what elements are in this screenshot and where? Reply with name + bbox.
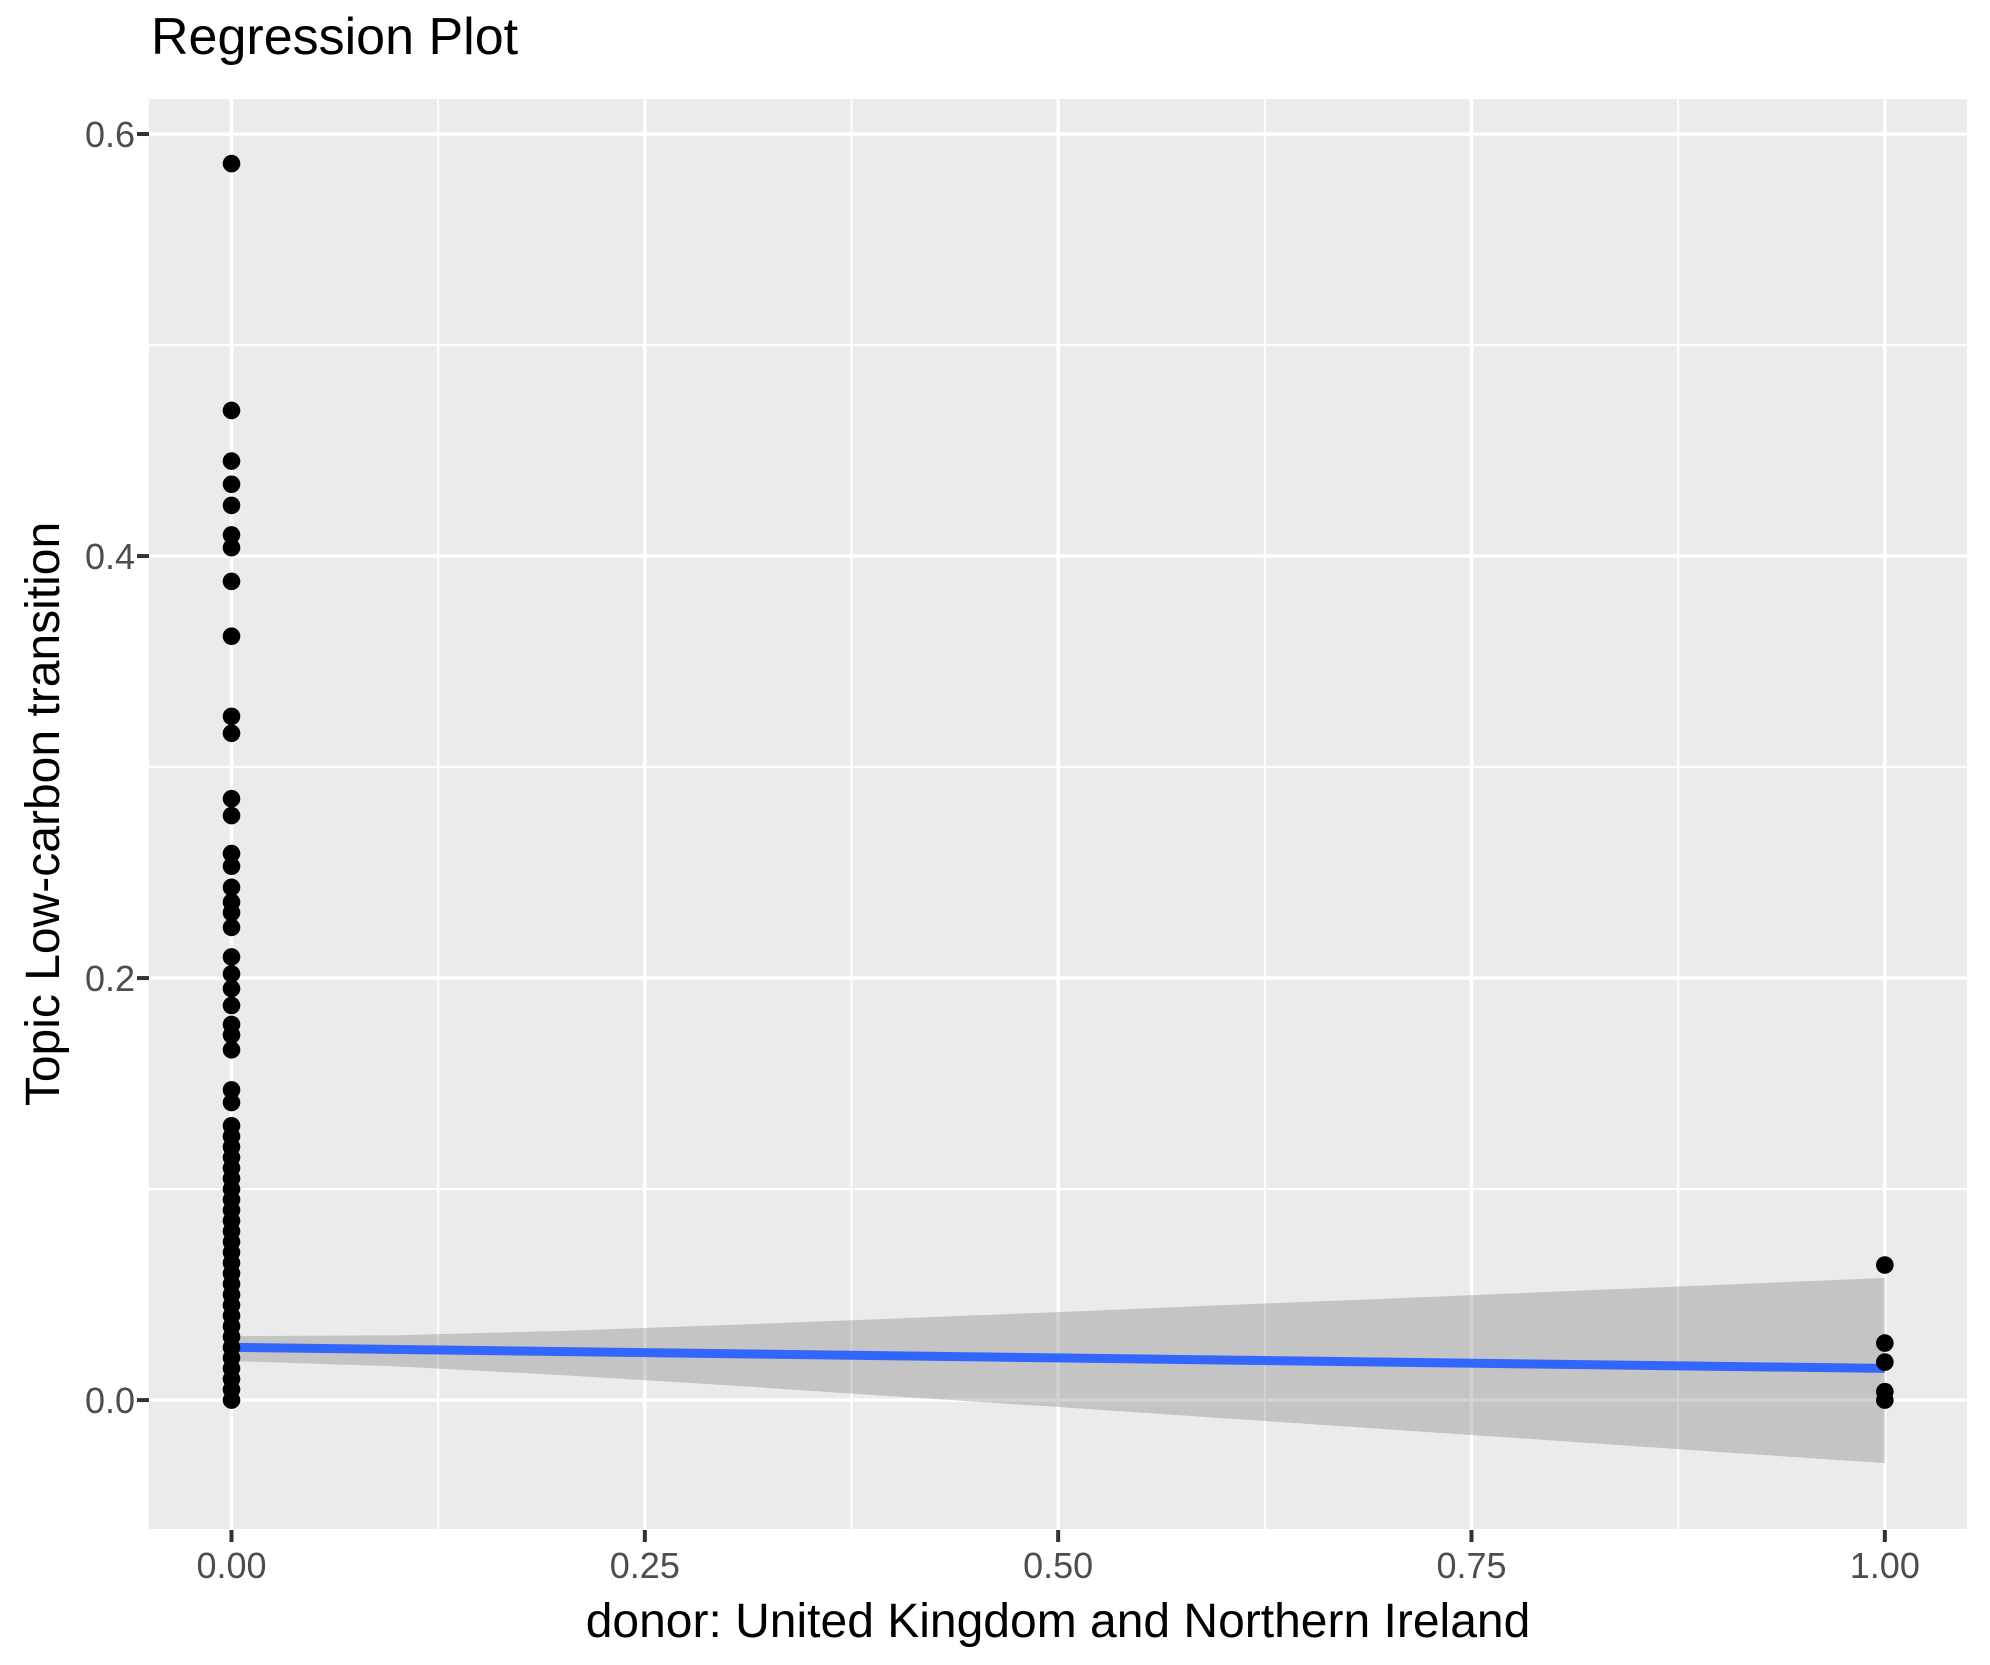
- data-point: [222, 857, 241, 876]
- data-point: [222, 724, 241, 743]
- data-point: [222, 538, 241, 557]
- data-point: [222, 707, 241, 726]
- data-point: [222, 918, 241, 937]
- data-point: [1876, 1256, 1894, 1274]
- data-point: [1876, 1334, 1894, 1352]
- data-point: [222, 1026, 241, 1044]
- x-tick-label: 0.50: [1023, 1545, 1093, 1586]
- data-point: [222, 903, 241, 922]
- data-point: [222, 627, 241, 646]
- data-point: [222, 401, 241, 420]
- data-point: [222, 1041, 241, 1059]
- x-tick-label: 0.25: [610, 1545, 680, 1586]
- x-tick-label: 0.75: [1436, 1545, 1506, 1586]
- x-axis-title: donor: United Kingdom and Northern Irela…: [585, 1595, 1531, 1648]
- data-point: [222, 452, 241, 470]
- data-point: [222, 1081, 241, 1099]
- data-point: [222, 526, 241, 544]
- data-point: [222, 496, 241, 515]
- data-point: [222, 572, 241, 591]
- data-point: [222, 1391, 241, 1409]
- y-tick-label: 0.4: [85, 536, 135, 577]
- data-point: [1876, 1391, 1894, 1409]
- data-point: [222, 996, 241, 1015]
- y-tick-label: 0.2: [85, 958, 135, 999]
- y-tick-label: 0.6: [85, 114, 135, 155]
- data-point: [222, 878, 241, 897]
- data-point: [222, 154, 241, 173]
- plot-title: Regression Plot: [151, 8, 519, 66]
- data-point: [222, 979, 241, 998]
- data-point: [222, 806, 241, 825]
- data-point: [1876, 1353, 1894, 1371]
- data-point: [222, 789, 241, 808]
- data-point: [222, 1093, 241, 1112]
- data-point: [222, 844, 241, 863]
- data-point: [222, 475, 241, 494]
- x-tick-label: 0.00: [196, 1545, 266, 1586]
- regression-line: [231, 1342, 1885, 1373]
- data-point: [222, 948, 241, 966]
- data-point: [222, 965, 241, 983]
- x-tick-label: 1.00: [1850, 1545, 1920, 1586]
- y-tick-label: 0.0: [85, 1380, 135, 1421]
- confidence-band: [231, 1277, 1885, 1464]
